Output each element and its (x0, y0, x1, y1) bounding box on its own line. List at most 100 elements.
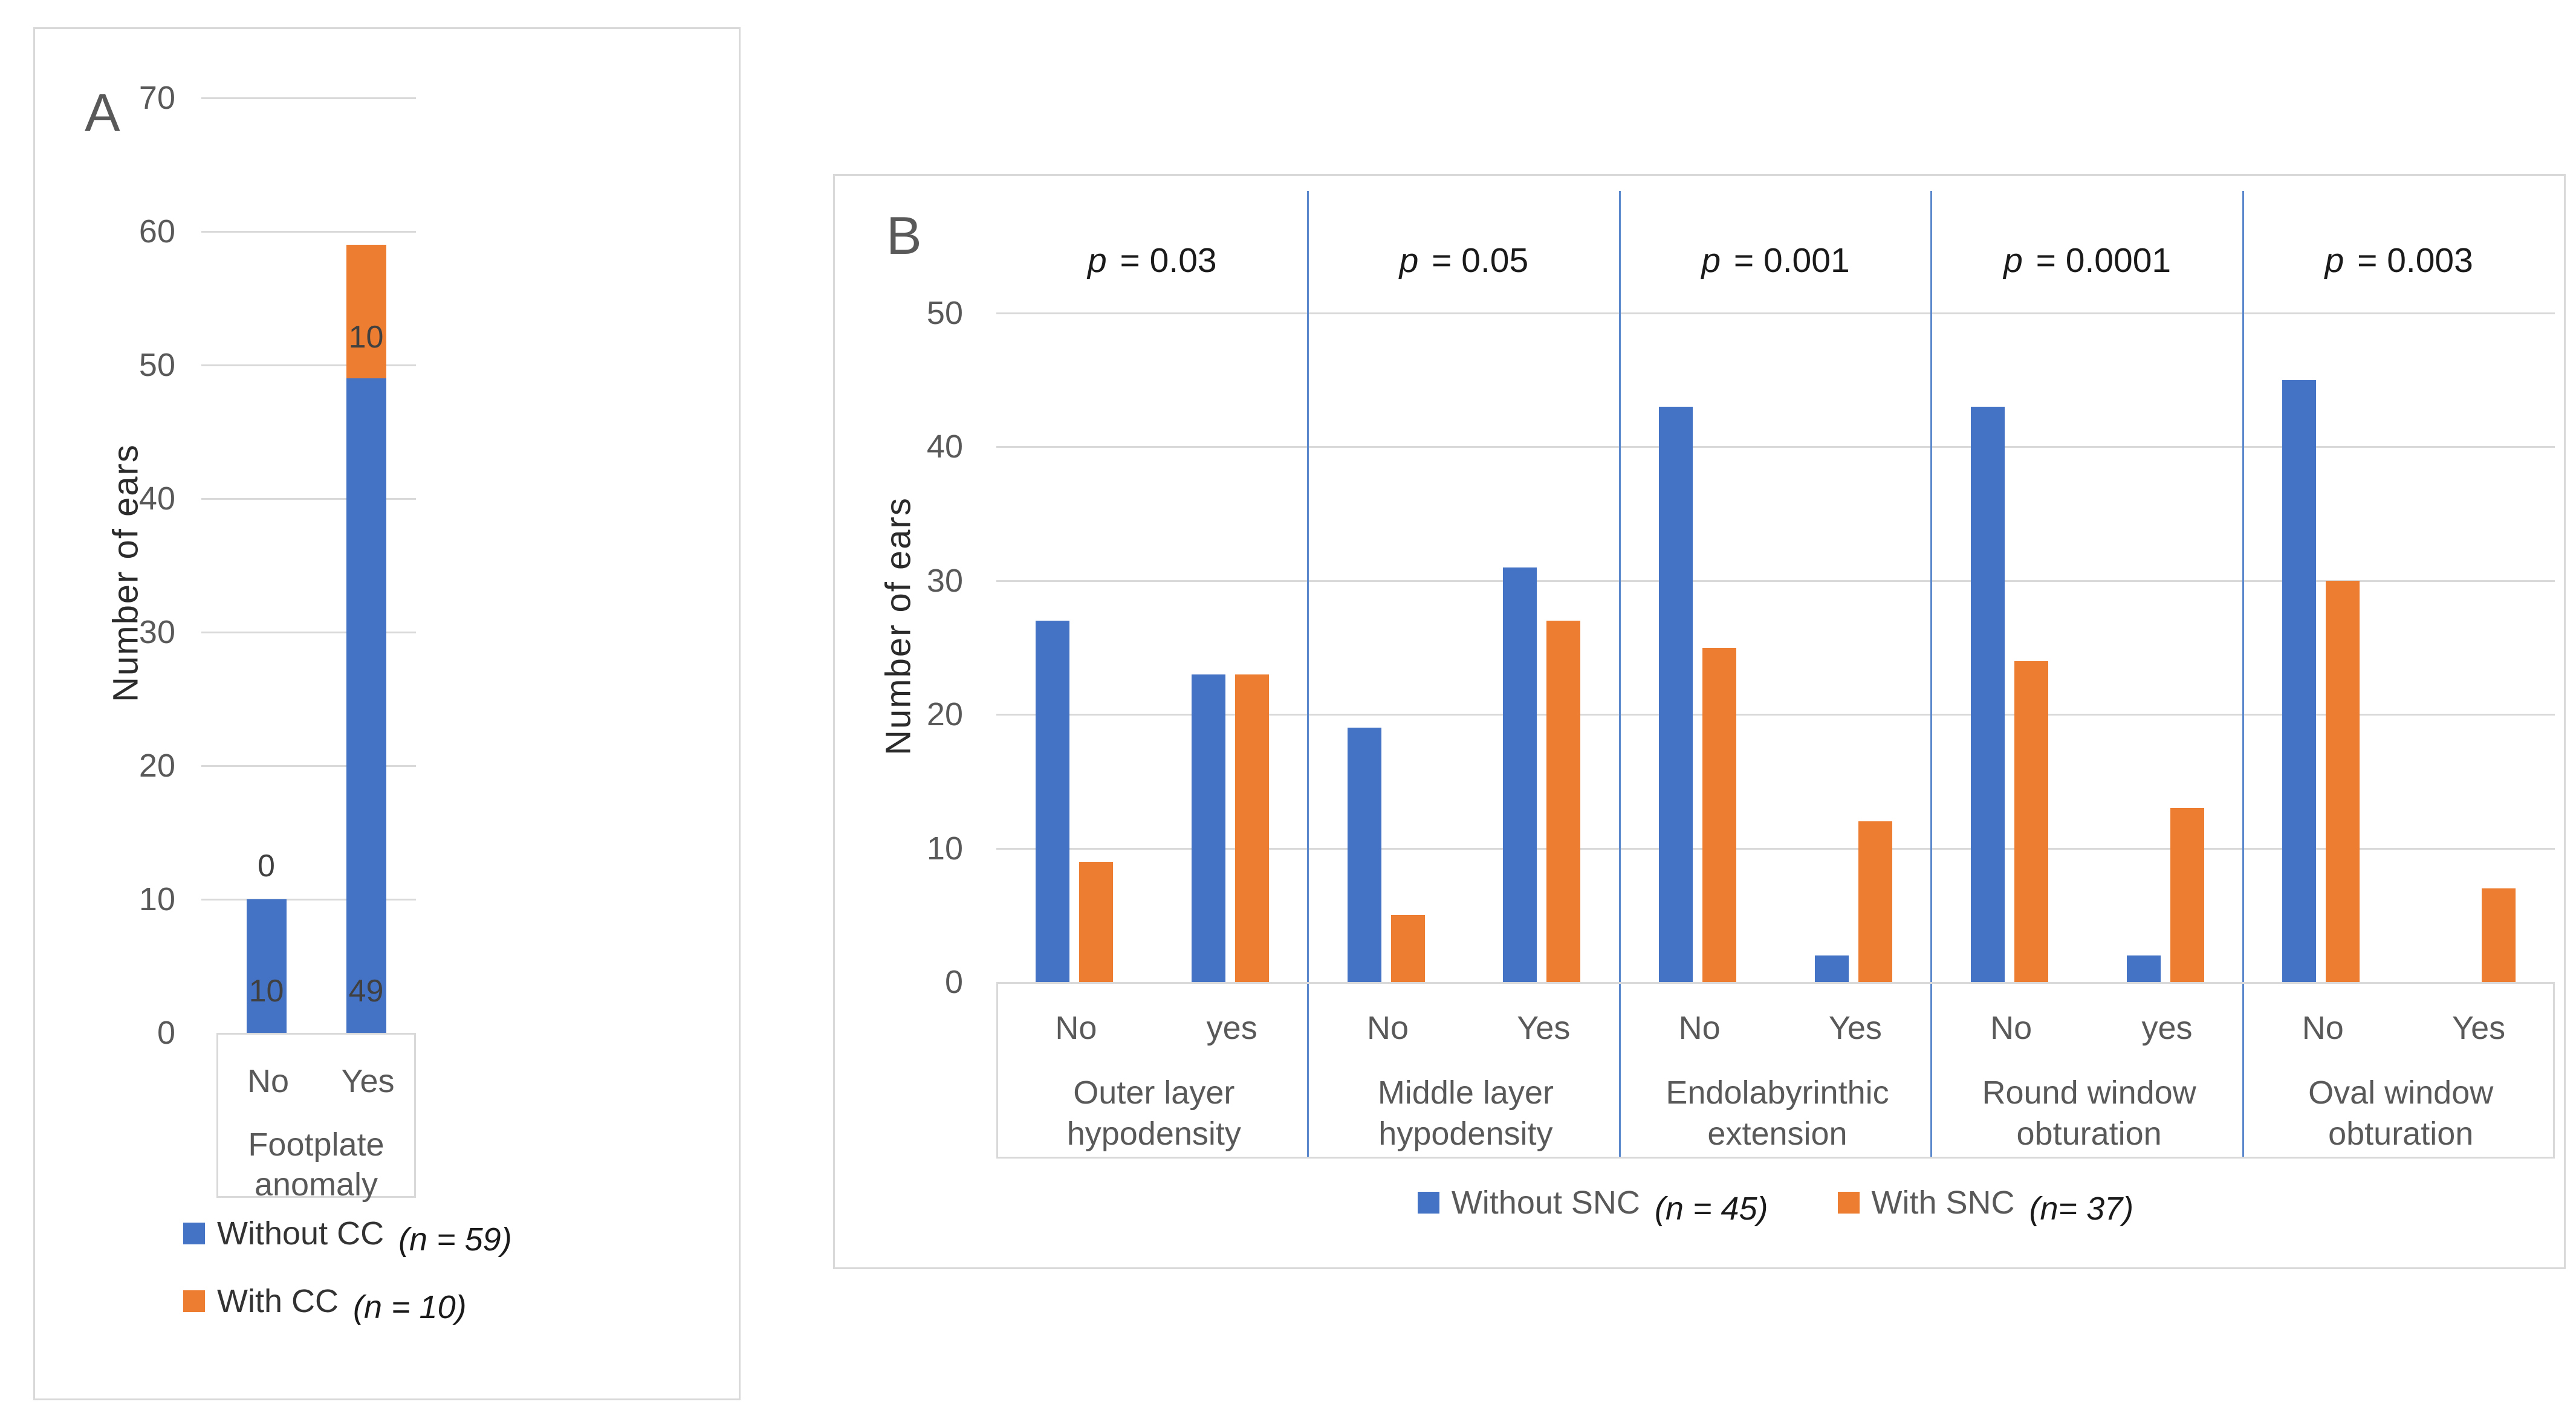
bar-with-snc-round-window-yes (2170, 808, 2204, 982)
gridline-a-30 (201, 632, 416, 633)
legend-item-with-cc: With CC (n = 10) (183, 1282, 512, 1325)
legend-swatch-orange (1837, 1192, 1860, 1214)
bar-without-snc-round-window-no (1970, 406, 2005, 982)
panel-a-legend: Without CC (n = 59) With CC (n = 10) (183, 1215, 512, 1325)
group-label-obturation: obturation (2328, 1116, 2474, 1152)
legend-swatch-blue (1417, 1192, 1439, 1214)
panel-b: B Number of ears 0 10 20 30 40 50 p = 0.03 p =… (833, 174, 2566, 1269)
bar-with-snc-middle-layer-no (1390, 915, 1425, 982)
gridline-b-10 (996, 847, 2555, 850)
panel-b-y-axis-ticks: 0 10 20 30 40 50 (870, 297, 963, 998)
x-tick-label-yes: Yes (341, 1063, 395, 1099)
bar-without-snc-round-window-yes (2126, 955, 2161, 982)
y-tick-label-a-30: 30 (138, 614, 175, 650)
p-value-label-middle-layer-hypodensity: p = 0.05 (1399, 241, 1529, 280)
gridline-a-20 (201, 765, 416, 767)
panel-a-letter: A (85, 83, 120, 143)
bar-with-snc-round-window-no (2014, 661, 2048, 982)
x-tick-label-no: No (247, 1063, 290, 1099)
bar-without-snc-outer-layer-yes (1191, 674, 1225, 982)
data-label-without-cc-yes: 49 (348, 974, 384, 1009)
y-tick-label-a-60: 60 (138, 213, 175, 250)
x-tick-label-endolabyrinthic-yes: Yes (1828, 1010, 1882, 1046)
bar-with-snc-endolabyrinthic-yes (1858, 821, 1892, 982)
group-label-oval-window: Oval window (2308, 1075, 2494, 1111)
legend-n-label-without-cc: (n = 59) (398, 1221, 512, 1258)
gridline-b-30 (996, 580, 2555, 582)
group-label-outer-layer: Outer layer (1073, 1075, 1235, 1111)
y-tick-label-b-20: 20 (926, 696, 963, 733)
x-tick-label-middle-layer-no: No (1366, 1010, 1409, 1046)
legend-swatch-blue (183, 1223, 205, 1244)
y-tick-label-b-0: 0 (944, 964, 963, 1000)
legend-label-without-cc: Without CC (217, 1215, 384, 1252)
panel-a-x-axis-box: No Yes Footplate anomaly (216, 1033, 416, 1203)
legend-swatch-orange (183, 1290, 205, 1312)
bar-without-snc-endolabyrinthic-no (1659, 406, 1693, 982)
panel-a: A Number of ears 0 10 20 30 40 50 60 70 10 0 49 10… (33, 27, 741, 1400)
bar-with-snc-outer-layer-no (1079, 861, 1113, 982)
panel-b-x-axis-box: Outer layer hypodensity No yes Middle layer h… (996, 982, 2555, 1159)
y-tick-label-a-70: 70 (138, 80, 175, 116)
p-value-label-round-window-obturation: p = 0.0001 (2003, 241, 2172, 280)
p-value-label-outer-layer-hypodensity: p = 0.03 (1087, 241, 1217, 280)
legend-label-with-snc: With SNC (1871, 1185, 2015, 1221)
gridline-a-40 (201, 498, 416, 500)
panel-a-plot-area: 10 0 49 10 (201, 97, 416, 1033)
panel-b-p-values: p = 0.03 p = 0.05 p = 0.001 p = 0.0001 p = 0… (996, 176, 2555, 315)
legend-item-without-cc: Without CC (n = 59) (183, 1215, 512, 1258)
bar-with-snc-oval-window-no (2326, 580, 2360, 982)
gridline-a-60 (201, 231, 416, 233)
gridline-b-50 (996, 312, 2555, 314)
bar-with-snc-endolabyrinthic-no (1702, 647, 1737, 982)
group-label-obturation: obturation (2016, 1116, 2162, 1152)
data-label-with-cc-no: 0 (258, 848, 275, 884)
bar-without-cc-no (246, 899, 287, 1033)
gridline-a-70 (201, 97, 416, 99)
data-label-without-cc-no: 10 (248, 974, 284, 1009)
panel-a-y-axis-ticks: 0 10 20 30 40 50 60 70 (83, 82, 175, 1049)
y-tick-label-a-50: 50 (138, 347, 175, 383)
group-label-round-window: Round window (1982, 1075, 2196, 1111)
bar-without-snc-middle-layer-yes (1503, 567, 1537, 982)
legend-item-without-snc: Without SNC (n = 45) (1417, 1184, 1768, 1227)
panel-b-letter: B (886, 205, 922, 265)
panel-a-x-axis-title-line2: anomaly (254, 1166, 378, 1203)
bar-without-snc-middle-layer-no (1347, 728, 1381, 982)
gridline-b-20 (996, 714, 2555, 716)
legend-label-without-snc: Without SNC (1451, 1185, 1640, 1221)
group-label-endolabyrinthic: Endolabyrinthic (1666, 1075, 1889, 1111)
group-label-extension: extension (1707, 1116, 1848, 1152)
x-tick-label-middle-layer-yes: Yes (1517, 1010, 1571, 1046)
bar-with-snc-middle-layer-yes (1546, 621, 1581, 982)
group-label-hypodensity: hypodensity (1378, 1116, 1553, 1152)
y-tick-label-b-40: 40 (926, 428, 963, 465)
bar-without-snc-oval-window-no (2282, 380, 2317, 982)
bar-without-snc-outer-layer-no (1035, 621, 1069, 982)
bar-with-cc-yes (346, 245, 386, 379)
panel-b-plot-area (996, 312, 2555, 982)
bar-with-snc-oval-window-yes (2482, 888, 2516, 982)
gridline-a-50 (201, 364, 416, 366)
gridline-b-40 (996, 446, 2555, 448)
legend-label-with-cc: With CC (217, 1283, 339, 1319)
panel-b-legend: Without SNC (n = 45) With SNC (n= 37) (996, 1184, 2555, 1227)
y-tick-label-a-40: 40 (138, 480, 175, 517)
bar-without-cc-yes (346, 378, 386, 1033)
bar-without-snc-endolabyrinthic-yes (1814, 955, 1849, 982)
p-value-label-endolabyrinthic-extension: p = 0.001 (1701, 241, 1850, 280)
x-tick-label-endolabyrinthic-no: No (1678, 1010, 1721, 1046)
y-tick-label-a-0: 0 (157, 1015, 175, 1051)
y-tick-label-a-10: 10 (138, 881, 175, 917)
legend-n-label-without-snc: (n = 45) (1654, 1191, 1768, 1227)
gridline-a-10 (201, 899, 416, 900)
group-label-middle-layer: Middle layer (1377, 1075, 1554, 1111)
bar-with-snc-outer-layer-yes (1234, 674, 1269, 982)
p-value-label-oval-window-obturation: p = 0.003 (2325, 241, 2473, 280)
y-tick-label-b-30: 30 (926, 562, 963, 599)
y-tick-label-b-10: 10 (926, 830, 963, 867)
x-tick-label-round-window-yes: yes (2141, 1010, 2193, 1046)
y-tick-label-b-50: 50 (926, 295, 963, 331)
x-tick-label-outer-layer-no: No (1055, 1010, 1097, 1046)
